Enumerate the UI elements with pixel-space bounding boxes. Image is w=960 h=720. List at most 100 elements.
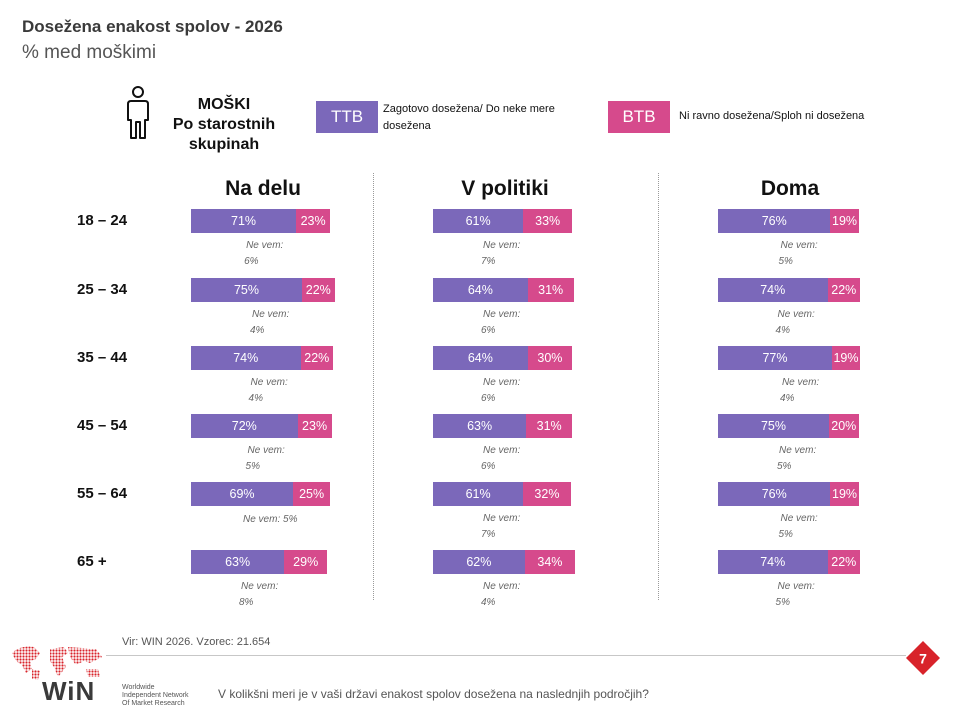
dont-know-value: 5% (778, 529, 793, 540)
dont-know-label: Ne vem: 6% (481, 307, 521, 339)
survey-question: V kolikšni meri je v vaši državi enakost… (218, 687, 649, 701)
bar-ttb: 75% (718, 414, 829, 438)
dont-know-label: Ne vem: 4% (250, 307, 290, 339)
dont-know-label: Ne vem: 5% (776, 579, 815, 611)
dont-know-caption: Ne vem: (483, 445, 521, 456)
dont-know-caption: Ne vem: (250, 377, 288, 388)
group-divider (658, 173, 659, 600)
bar-btb: 20% (829, 414, 859, 438)
dont-know-value: 6% (481, 325, 496, 336)
bar-ttb: 74% (718, 278, 828, 302)
bar-btb: 19% (830, 209, 859, 233)
dont-know-label: Ne vem: 5% (243, 514, 298, 525)
bar-ttb: 69% (191, 482, 294, 506)
bar-ttb: 63% (191, 550, 285, 574)
dont-know-caption: Ne vem: (781, 377, 820, 388)
bar-ttb: 64% (433, 278, 528, 302)
group-divider (373, 173, 374, 600)
dont-know-caption: Ne vem: (483, 240, 521, 251)
bar-btb: 22% (827, 278, 861, 302)
dont-know-caption: Ne vem: (483, 581, 521, 592)
dont-know-label: Ne vem: 8% (239, 579, 279, 611)
row-label: 18 – 24 (77, 212, 128, 229)
bar-btb: 34% (524, 550, 576, 574)
bar-btb: 19% (830, 482, 859, 506)
group-title: V politiki (461, 177, 549, 200)
dont-know-caption: Ne vem: (777, 309, 815, 320)
dont-know-caption: Ne vem: (252, 309, 290, 320)
dont-know-value: 4% (250, 325, 265, 336)
tagline-line: Of Market Research (122, 700, 185, 707)
dont-know-value: 7% (481, 529, 496, 540)
dont-know-label: Ne vem: 7% (481, 511, 521, 543)
world-map-icon (12, 646, 102, 680)
dont-know-caption: Ne vem: (246, 240, 284, 251)
legend-ttb-text: Zagotovo dosežena/ Do neke mere dosežena (383, 103, 555, 132)
bar-ttb: 71% (191, 209, 297, 233)
legend-btb-text: Ni ravno dosežena/Sploh ni dosežena (679, 110, 865, 122)
dont-know-caption: Ne vem: (247, 445, 285, 456)
legend-title-line: MOŠKI (197, 96, 251, 113)
bar-ttb: 61% (433, 482, 524, 506)
bar-btb: 31% (527, 278, 574, 302)
win-logo: WiN (42, 676, 96, 706)
bar-ttb: 75% (191, 278, 302, 302)
legend-btb-swatch: BTB (608, 101, 670, 133)
dont-know-caption: Ne vem: (777, 581, 815, 592)
bar-ttb: 61% (433, 209, 524, 233)
dont-know-label: Ne vem: 5% (245, 443, 285, 475)
dont-know-label: Ne vem: 6% (481, 375, 521, 407)
dont-know-value: 4% (775, 325, 790, 336)
dont-know-label: Ne vem: 6% (481, 443, 521, 475)
row-label: 45 – 54 (77, 417, 128, 434)
dont-know-label: Ne vem: 5% (778, 511, 818, 543)
dont-know-value: 7% (481, 256, 496, 267)
dont-know-value: 4% (779, 393, 795, 404)
dont-know-caption: Ne vem: (483, 309, 521, 320)
dont-know-value: 5% (777, 461, 792, 472)
bar-btb: 25% (293, 482, 331, 506)
dont-know-caption: Ne vem: (483, 513, 521, 524)
page-number-badge: 7 (906, 641, 940, 675)
person-icon (127, 86, 149, 139)
bar-ttb: 64% (433, 346, 528, 370)
tagline-line: Independent Network (122, 692, 189, 699)
dont-know-caption: Ne vem: (780, 240, 818, 251)
bar-btb: 31% (526, 414, 573, 438)
bar-ttb: 63% (433, 414, 527, 438)
bar-btb: 30% (527, 346, 573, 370)
group-title: Doma (760, 177, 820, 200)
dont-know-value: 8% (239, 597, 254, 608)
tagline-line: Worldwide (122, 684, 155, 691)
bar-btb: 19% (831, 346, 861, 370)
row-label: 55 – 64 (77, 485, 128, 502)
win-logo-tagline: Worldwide Independent Network Of Market … (122, 684, 189, 708)
row-label: 35 – 44 (77, 349, 128, 366)
bar-ttb: 77% (718, 346, 832, 370)
bar-btb: 29% (284, 550, 328, 574)
dont-know-value: 5% (245, 461, 260, 472)
dont-know-value: 5% (778, 256, 793, 267)
legend-title-line: Po starostnih (172, 116, 276, 133)
dont-know-caption: Ne vem: (241, 581, 279, 592)
dont-know-caption: Ne vem: (483, 377, 521, 388)
page-subtitle: % med moškimi (22, 42, 157, 63)
dont-know-value: 4% (248, 393, 263, 404)
dont-know-label: Ne vem: 5% (778, 238, 818, 270)
dont-know-label: Ne vem: 5% (777, 443, 816, 475)
dont-know-value: 4% (481, 597, 496, 608)
bar-ttb: 72% (191, 414, 298, 438)
legend-ttb-swatch: TTB (316, 101, 378, 133)
dont-know-caption: Ne vem: (780, 513, 818, 524)
dont-know-label: Ne vem: 6% (244, 238, 284, 270)
row-label: 25 – 34 (77, 281, 128, 298)
dont-know-label: Ne vem: 4% (481, 579, 521, 611)
dont-know-label: Ne vem: 4% (248, 375, 288, 407)
bar-btb: 23% (296, 209, 331, 233)
bar-ttb: 76% (718, 209, 831, 233)
dont-know-label: Ne vem: 7% (481, 238, 521, 270)
bar-btb: 32% (523, 482, 571, 506)
page-title: Dosežena enakost spolov - 2026 (22, 17, 283, 36)
bar-btb: 33% (523, 209, 573, 233)
dont-know-label: Ne vem: 4% (779, 375, 820, 407)
